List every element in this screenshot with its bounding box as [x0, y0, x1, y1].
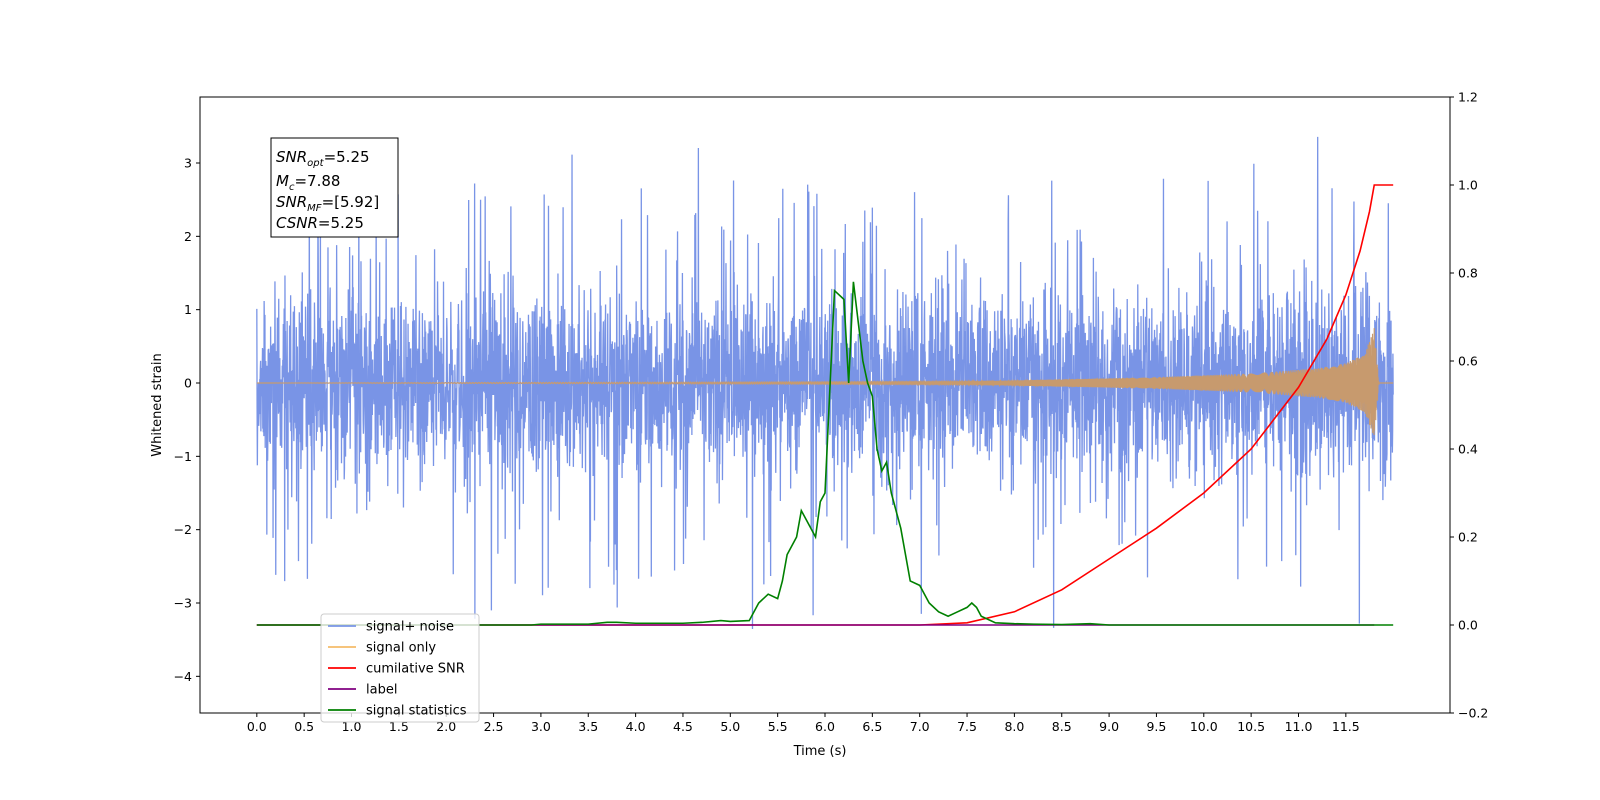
x-tick-label: 3.5: [578, 719, 598, 734]
series-signal-statistics-line: [256, 281, 1394, 626]
x-axis: 0.0 0.5 1.0 1.5 2.0 2.5 3.0 3.5 4.0 4.5 5.0 5.5 6.0 6…: [247, 713, 1360, 734]
snr-info-box-frame: [270, 137, 399, 238]
x-tick-label: 8.5: [1052, 719, 1072, 734]
y-tick-label: 0: [184, 376, 192, 391]
x-tick-label: 8.0: [1004, 719, 1024, 734]
csnr-value: 5.25: [331, 214, 364, 232]
x-tick-label: 6.5: [862, 719, 882, 734]
snr-info-box: SNRopt=5.25 Mc=7.88 SNRMF=[5.92] CSNR=5.…: [270, 137, 399, 238]
x-tick-label: 1.0: [342, 719, 362, 734]
legend-label-text: signal+ noise: [366, 620, 454, 635]
x-tick-label: 4.0: [626, 719, 646, 734]
x-tick-label: 7.0: [910, 719, 930, 734]
x-tick-label: 0.0: [247, 719, 267, 734]
y2-tick-label: 0.4: [1458, 442, 1478, 457]
legend-label: label: [328, 683, 397, 698]
snr-mf-text: SNRMF=[5.92]: [276, 193, 379, 214]
y-tick-label: −1: [174, 449, 192, 464]
y-tick-label: −4: [174, 669, 192, 684]
series-signal-only-line: [256, 328, 1394, 435]
y2-tick-label: 0.0: [1458, 618, 1478, 633]
x-tick-label: 11.5: [1332, 719, 1360, 734]
y2-tick-label: 0.6: [1458, 354, 1478, 369]
y2-tick-label: 0.2: [1458, 530, 1478, 545]
x-tick-label: 10.5: [1237, 719, 1265, 734]
x-tick-label: 1.5: [389, 719, 409, 734]
x-tick-label: 11.0: [1285, 719, 1313, 734]
x-tick-label: 2.5: [484, 719, 504, 734]
snr-opt-text: SNRopt=5.25: [276, 148, 370, 169]
x-tick-label: 2.0: [436, 719, 456, 734]
legend-label-text: label: [366, 683, 397, 698]
legend-label-text: signal statistics: [366, 704, 467, 719]
x-tick-label: 7.5: [957, 719, 977, 734]
legend-signal-statistics: signal statistics: [328, 704, 467, 719]
y-tick-label: −3: [174, 596, 192, 611]
x-axis-label: Time (s): [793, 744, 847, 759]
series-cumulative-snr-line: [256, 184, 1394, 626]
legend: signal+ noise signal only cumilative SNR la…: [320, 613, 480, 723]
legend-signal-noise: signal+ noise: [328, 620, 454, 635]
legend-label-text: cumilative SNR: [366, 662, 465, 677]
x-tick-label: 5.0: [720, 719, 740, 734]
x-tick-label: 5.5: [768, 719, 788, 734]
x-tick-label: 9.0: [1099, 719, 1119, 734]
y2-tick-label: 1.0: [1458, 178, 1478, 193]
snr-opt-value: 5.25: [336, 148, 369, 166]
csnr-text: CSNR=5.25: [276, 214, 364, 232]
legend-frame: [320, 613, 480, 723]
x-tick-label: 3.0: [531, 719, 551, 734]
legend-signal-only: signal only: [328, 641, 436, 656]
y-tick-label: 1: [184, 302, 192, 317]
legend-cumulative-snr: cumilative SNR: [328, 662, 465, 677]
y2-tick-label: 1.2: [1458, 90, 1478, 105]
snr-mf-value: [5.92]: [334, 193, 379, 211]
y2-tick-label: 0.8: [1458, 266, 1478, 281]
x-tick-label: 10.0: [1190, 719, 1218, 734]
y-axis-label: Whitened strain: [150, 353, 165, 456]
x-tick-label: 9.5: [1146, 719, 1166, 734]
legend-label-text: signal only: [366, 641, 436, 656]
y-tick-label: 2: [184, 229, 192, 244]
y-tick-label: −2: [174, 522, 192, 537]
mc-value: 7.88: [307, 172, 340, 190]
y2-tick-label: −0.2: [1458, 706, 1488, 721]
series-signal-noise-line: [256, 136, 1394, 629]
mc-text: Mc=7.88: [276, 172, 340, 193]
y2-axis: −0.2 0.0 0.2 0.4 0.6 0.8 1.0 1.2: [1450, 90, 1488, 721]
x-tick-label: 6.0: [815, 719, 835, 734]
y-tick-label: 3: [184, 156, 192, 171]
x-tick-label: 0.5: [294, 719, 314, 734]
y-axis: −4 −3 −2 −1 0 1 2 3: [174, 156, 200, 684]
x-tick-label: 4.5: [673, 719, 693, 734]
